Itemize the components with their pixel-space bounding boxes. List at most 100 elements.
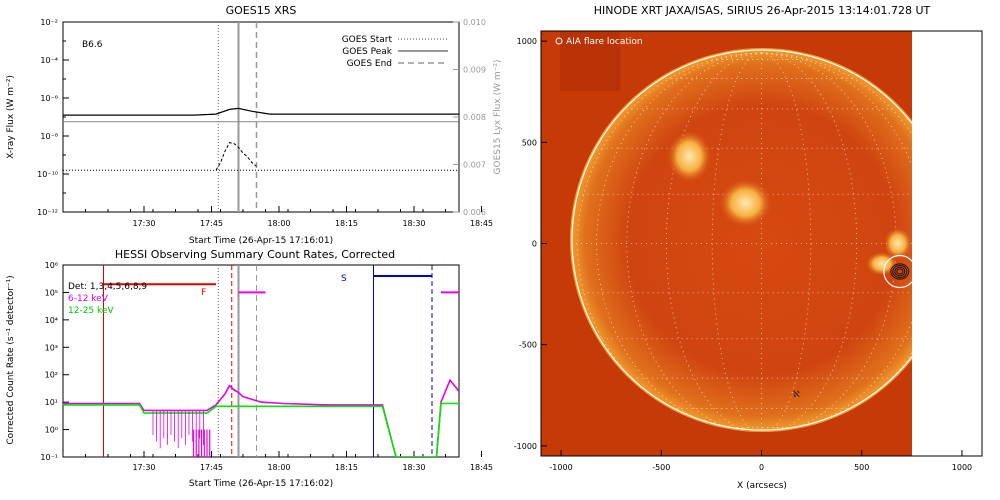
hessi-x-tick-label: 18:00 <box>267 463 290 472</box>
goes-legend-start: GOES Start <box>342 35 393 45</box>
flare-contour <box>892 265 908 278</box>
hessi-y-tick-label: 10⁻¹ <box>40 453 58 462</box>
hessi-x-axis: 17:30 17:45 18:00 18:15 18:30 18:45 <box>62 451 493 472</box>
goes-y-tick-label: 10⁻¹⁰ <box>37 170 58 179</box>
goes-y-axis: 10⁻² 10⁻⁴ 10⁻⁶ 10⁻⁸ 10⁻¹⁰ 10⁻¹² <box>37 18 69 217</box>
hessi-flag-s: S <box>341 274 347 284</box>
hessi-y-axis: 10⁶ 10⁵ 10⁴ 10³ 10² 10¹ 10⁰ 10⁻¹ <box>40 261 69 462</box>
xrt-y-tick-label: -1000 <box>514 442 537 451</box>
aia-flare-circle <box>883 254 912 289</box>
hessi-plot-frame <box>62 264 460 458</box>
goes-legend: GOES Start GOES Peak GOES End <box>342 35 448 69</box>
hessi-legend-det: Det: 1,3,4,5,6,8,9 <box>68 282 147 292</box>
bright-region <box>865 251 898 276</box>
goes-x-tick-label: 18:15 <box>335 219 358 228</box>
xrt-image: AIA flare location ℵ <box>541 31 912 456</box>
xrt-small-mark: ℵ <box>793 390 800 400</box>
goes-y-label: X-ray Flux (W m⁻²) <box>6 75 16 159</box>
xrt-y-axis: 1000 500 0 -500 -1000 <box>514 37 547 451</box>
hessi-x-label: Start Time (26-Apr-15 17:16:02) <box>189 479 333 489</box>
goes-legend-peak: GOES Peak <box>342 47 392 57</box>
xrt-y-tick-label: -500 <box>519 341 537 350</box>
hessi-series <box>63 378 459 457</box>
goes-y-tick-label: 10⁻⁴ <box>40 56 58 65</box>
goes-y2-tick-label: 0.009 <box>463 66 486 75</box>
goes-y2-axis: 0.010 0.009 0.008 0.007 0.006 <box>453 18 486 217</box>
goes-y-tick-label: 10⁻⁶ <box>40 94 58 103</box>
goes-x-axis: 17:30 17:45 18:00 18:15 18:30 18:45 <box>62 206 493 228</box>
aia-legend-marker <box>555 37 563 45</box>
hessi-event-markers <box>103 265 433 457</box>
bright-regions <box>667 130 912 276</box>
goes-x-tick-label: 18:45 <box>470 219 493 228</box>
flare-contour <box>896 268 904 275</box>
hessi-series-line <box>63 402 459 457</box>
goes-y-tick-label: 10⁻² <box>40 18 58 27</box>
hessi-y-tick-label: 10⁵ <box>45 288 58 297</box>
goes-y2-tick-label: 0.008 <box>463 113 486 122</box>
flare-contours <box>883 254 912 289</box>
flare-contour <box>890 263 910 280</box>
hessi-x-tick-label: 18:45 <box>470 463 493 472</box>
goes-class-label: B6.6 <box>82 40 103 50</box>
xrt-x-tick-label: -500 <box>652 463 670 472</box>
goes-event-markers <box>217 22 258 212</box>
hessi-legend-low: 6-12 keV <box>68 294 109 304</box>
hessi-flag-f: F <box>201 288 206 298</box>
hessi-x-tick-label: 17:30 <box>132 463 155 472</box>
xrt-y-tick-label: 0 <box>532 240 537 249</box>
longitude-line <box>596 52 762 430</box>
longitude-line <box>761 52 858 430</box>
xrt-x-tick-label: -1000 <box>549 463 572 472</box>
goes-y-tick-label: 10⁻¹² <box>37 208 58 217</box>
xrt-x-tick-label: 0 <box>759 463 764 472</box>
goes-title: GOES15 XRS <box>226 4 297 17</box>
bright-region <box>667 130 712 183</box>
hessi-x-tick-label: 17:45 <box>200 463 223 472</box>
goes-series-solid-black <box>63 107 459 116</box>
bright-region <box>883 227 912 260</box>
longitude-line <box>761 52 912 430</box>
hessi-y-tick-label: 10⁴ <box>45 316 58 325</box>
hessi-title: HESSI Observing Summary Count Rates, Cor… <box>115 248 395 261</box>
goes-x-tick-label: 17:30 <box>132 219 155 228</box>
goes-y2-tick-label: 0.006 <box>463 208 486 217</box>
solar-limb <box>571 49 912 431</box>
hessi-state-bars <box>103 274 459 294</box>
goes-panel: GOES15 XRS 10⁻² 10⁻⁴ 10⁻⁶ 10⁻⁸ 10⁻¹⁰ 10⁻¹² 0.… <box>6 4 503 246</box>
aia-legend-label: AIA flare location <box>566 37 643 47</box>
hessi-y-label: Corrected Count Rate (s⁻¹ detector⁻¹) <box>6 275 16 444</box>
xrt-panel: HINODE XRT JAXA/ISAS, SIRIUS 26-Apr-2015… <box>514 4 983 491</box>
xrt-title: HINODE XRT JAXA/ISAS, SIRIUS 26-Apr-2015… <box>594 4 931 17</box>
hessi-legend-high: 12-25 keV <box>68 306 114 316</box>
xrt-corner-dark <box>560 31 620 91</box>
goes-y2-label: GOES15 Lyx Flux (W m⁻²) <box>493 60 503 175</box>
goes-y2-tick-label: 0.007 <box>463 161 486 170</box>
xrt-x-label: X (arcsecs) <box>737 481 787 491</box>
hessi-y-tick-label: 10⁶ <box>45 261 58 270</box>
goes-y-tick-label: 10⁻⁸ <box>40 132 58 141</box>
hessi-y-tick-label: 10⁰ <box>45 426 58 435</box>
hessi-y-tick-label: 10² <box>45 371 58 380</box>
flare-contour <box>894 266 906 277</box>
hessi-y-tick-label: 10¹ <box>45 398 58 407</box>
bright-region <box>719 179 772 228</box>
longitude-line <box>665 52 762 430</box>
heliographic-grid <box>572 52 912 430</box>
xrt-y-tick-label: 500 <box>522 138 537 147</box>
hessi-x-tick-label: 18:15 <box>335 463 358 472</box>
goes-x-tick-label: 17:45 <box>200 219 223 228</box>
goes-legend-end: GOES End <box>347 59 392 69</box>
xrt-x-axis: -1000 -500 0 500 1000 <box>549 450 972 472</box>
goes-series-dashed-black <box>215 142 257 171</box>
hessi-legend: Det: 1,3,4,5,6,8,9 6-12 keV 12-25 keV <box>68 282 147 316</box>
goes-x-tick-label: 18:30 <box>402 219 425 228</box>
hessi-y-tick-label: 10³ <box>45 343 58 352</box>
sun-disk <box>570 48 912 432</box>
hessi-x-tick-label: 18:30 <box>402 463 425 472</box>
goes-series <box>63 107 459 171</box>
xrt-x-tick-label: 1000 <box>952 463 972 472</box>
goes-y2-tick-label: 0.010 <box>463 18 486 27</box>
xrt-x-tick-label: 500 <box>854 463 869 472</box>
